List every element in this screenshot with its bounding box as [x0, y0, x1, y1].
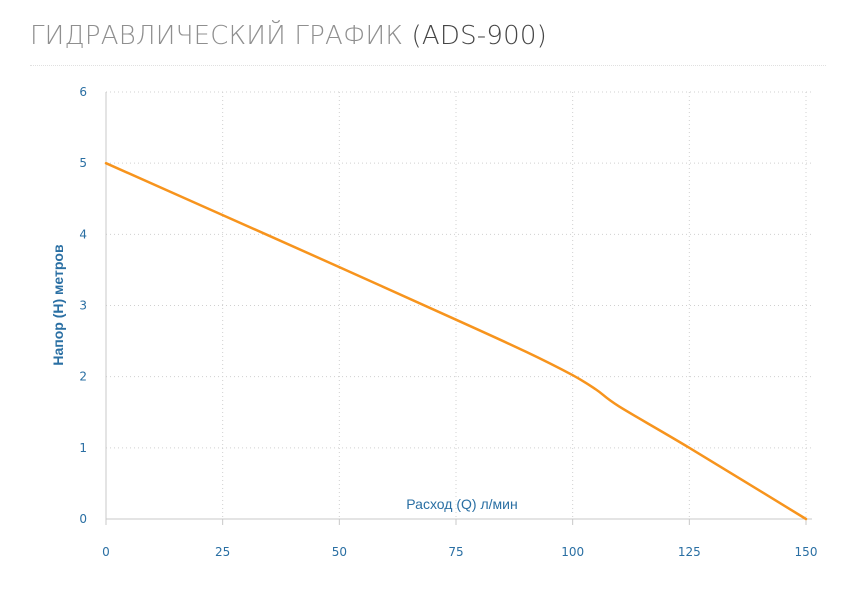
- series-layer: [104, 161, 808, 521]
- x-tick-label: 0: [102, 545, 110, 559]
- y-tick-label: 0: [79, 512, 87, 526]
- chart-title-model: (ADS-900): [411, 21, 547, 51]
- x-tick-label: 75: [448, 545, 463, 559]
- chart-title-text: ГИДРАВЛИЧЕСКИЙ ГРАФИК: [30, 21, 404, 51]
- y-tick-label: 2: [79, 370, 87, 384]
- y-tick-label: 1: [79, 441, 87, 455]
- y-axis-label: Напор (H) метров: [50, 244, 66, 366]
- tick-labels: 0 1 2 3 4 5 6 0 25 50 75 100 125 150: [79, 85, 817, 559]
- chart-title: ГИДРАВЛИЧЕСКИЙ ГРАФИК (ADS-900): [30, 16, 547, 56]
- title-divider: [30, 65, 826, 66]
- y-tick-label: 4: [79, 227, 87, 241]
- x-tick-label: 150: [795, 545, 818, 559]
- x-tick-label: 25: [215, 545, 230, 559]
- x-tick-label: 50: [332, 545, 347, 559]
- x-tick-label: 100: [561, 545, 584, 559]
- grid-lines: [106, 91, 814, 519]
- y-tick-label: 6: [79, 85, 87, 99]
- series-line: [104, 161, 808, 521]
- x-tick-label: 125: [678, 545, 701, 559]
- x-axis-label: Расход (Q) л/мин: [406, 496, 517, 512]
- y-tick-label: 3: [79, 299, 87, 313]
- axes: [105, 92, 812, 525]
- y-tick-label: 5: [79, 156, 87, 170]
